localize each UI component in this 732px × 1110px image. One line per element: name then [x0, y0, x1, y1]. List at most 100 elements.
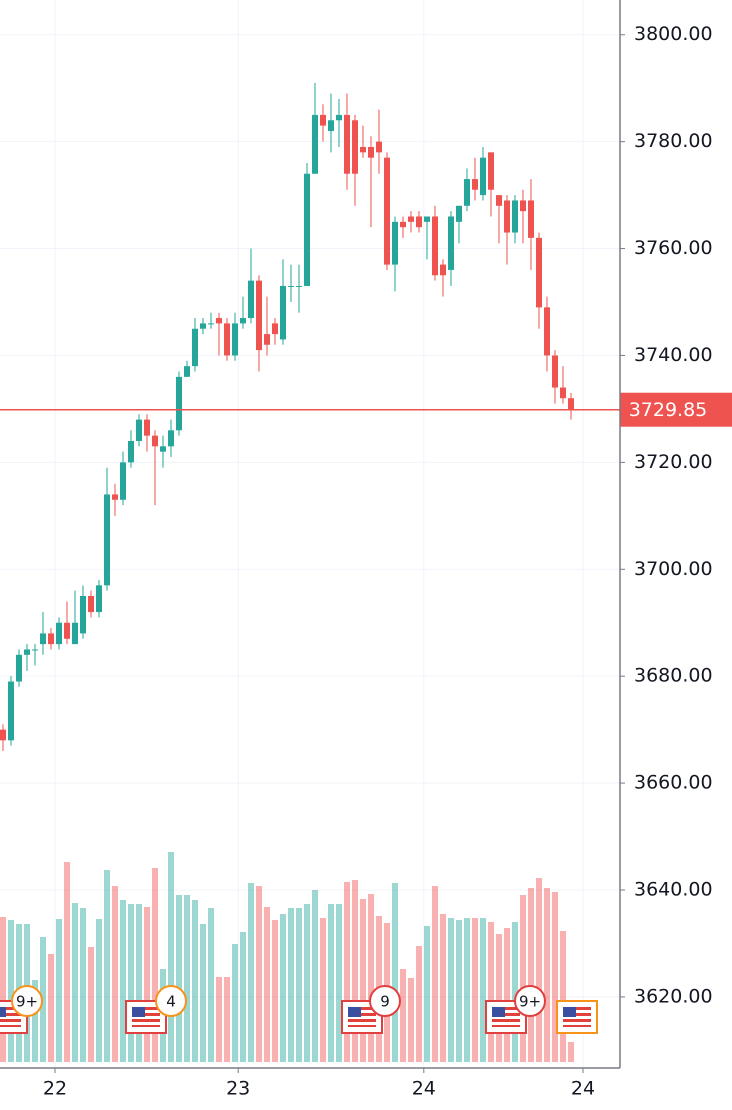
volume-bar — [216, 977, 222, 1062]
volume-bar — [368, 894, 374, 1062]
event-badge-label: 9 — [380, 993, 390, 1011]
candle-body — [240, 318, 246, 324]
candle-body — [272, 323, 278, 335]
flag-white — [492, 1022, 520, 1025]
candle-body — [456, 205, 462, 222]
volume-bar — [320, 918, 326, 1062]
candle-body — [432, 216, 438, 276]
volume-bar — [40, 937, 46, 1062]
candle-body — [328, 120, 334, 131]
flag-white — [492, 1010, 520, 1013]
candle-body — [408, 216, 414, 222]
flag-white — [348, 1022, 376, 1025]
volume-bar — [288, 908, 294, 1062]
candle-body — [168, 430, 174, 447]
candle-body — [120, 462, 126, 500]
candle-body — [384, 157, 390, 265]
candle-body — [80, 596, 86, 634]
candle-body — [184, 366, 190, 377]
flag-canton — [0, 1007, 6, 1017]
candle-body — [424, 216, 430, 222]
volume-bar — [48, 954, 54, 1062]
flag-white — [563, 1022, 591, 1025]
candle-body — [16, 654, 22, 682]
volume-bar — [400, 969, 406, 1062]
candle-body — [336, 114, 342, 121]
y-tick-label: 3720.00 — [634, 451, 713, 473]
plot — [0, 82, 598, 1062]
x-tick-label: 24 — [571, 1078, 595, 1100]
volume-bar — [104, 870, 110, 1062]
candle-body — [368, 146, 374, 158]
candle-body — [344, 114, 350, 174]
candle-body — [8, 681, 14, 741]
volume-bar — [112, 886, 118, 1062]
flag-white — [0, 1016, 21, 1019]
volume-bar — [312, 890, 318, 1062]
volume-bar — [232, 944, 238, 1062]
candle-body — [232, 323, 238, 356]
candle-body — [536, 237, 542, 308]
candle-body — [552, 355, 558, 388]
candle-body — [112, 494, 118, 500]
volume-bar — [352, 880, 358, 1062]
volume-bar — [152, 868, 158, 1062]
volume-bar — [344, 882, 350, 1062]
volume-bar — [184, 895, 190, 1062]
candle-body — [472, 179, 478, 190]
candle-body — [312, 114, 318, 174]
volume-bar — [360, 899, 366, 1062]
volume-bar — [176, 895, 182, 1062]
volume-bar — [72, 903, 78, 1062]
candle-body — [216, 318, 222, 324]
candle-body — [376, 141, 382, 153]
volume-bar — [208, 908, 214, 1062]
volume-bar — [304, 904, 310, 1062]
event-badge — [514, 985, 546, 1017]
event-badge — [11, 985, 43, 1017]
candle-body — [24, 649, 30, 655]
volume-bar — [424, 926, 430, 1062]
candle-body — [568, 398, 574, 410]
volume-bar — [88, 947, 94, 1062]
candle-body — [392, 221, 398, 265]
candle-body — [352, 120, 358, 174]
candle-body — [296, 285, 302, 287]
candle-body — [192, 328, 198, 367]
volume-bar — [472, 918, 478, 1062]
flag-white — [132, 1022, 160, 1025]
y-tick-label: 3760.00 — [634, 237, 713, 259]
volume-bar — [464, 918, 470, 1062]
volume-bar — [120, 900, 126, 1062]
flag-white — [348, 1016, 376, 1019]
candle-body — [280, 285, 286, 340]
candle-body — [104, 494, 110, 586]
y-tick-label: 3640.00 — [634, 879, 713, 901]
volume-bar — [280, 914, 286, 1062]
candle-body — [0, 729, 6, 741]
flag-white — [563, 1010, 591, 1013]
candle-body — [400, 221, 406, 228]
candle-body — [504, 200, 510, 233]
flag-white — [0, 1022, 21, 1025]
candle-body — [208, 323, 214, 325]
candle-body — [544, 307, 550, 356]
flag-white — [132, 1016, 160, 1019]
volume-bar — [544, 888, 550, 1062]
volume-bar — [192, 900, 198, 1062]
candle-body — [520, 200, 526, 212]
flag-white — [132, 1010, 160, 1013]
volume-bar — [512, 922, 518, 1062]
candle-body — [40, 633, 46, 645]
volume-bar — [480, 918, 486, 1062]
volume-bar — [456, 920, 462, 1062]
candle-body — [488, 152, 494, 190]
last-price-label: 3729.85 — [629, 399, 708, 421]
volume-bar — [528, 888, 534, 1062]
y-tick-label: 3700.00 — [634, 558, 713, 580]
candle-body — [480, 157, 486, 196]
flag-white — [563, 1016, 591, 1019]
volume-bar — [448, 918, 454, 1062]
volume-bar — [240, 932, 246, 1062]
